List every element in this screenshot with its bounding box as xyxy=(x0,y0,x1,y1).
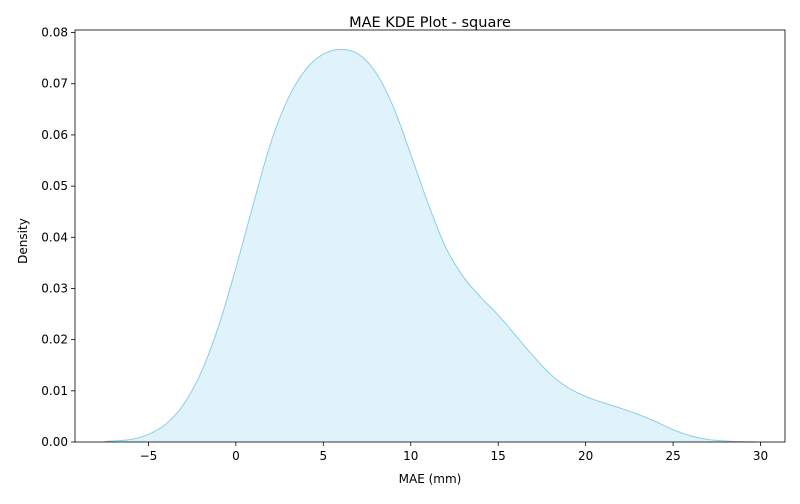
y-tick-label: 0.07 xyxy=(41,77,68,91)
x-tick-label: 10 xyxy=(403,449,418,463)
y-tick-label: 0.03 xyxy=(41,281,68,295)
x-axis-label: MAE (mm) xyxy=(399,472,462,486)
axes-frame xyxy=(74,29,786,443)
x-tick-label: −5 xyxy=(140,449,158,463)
x-axis: −5 0 5 10 15 20 25 30 xyxy=(140,442,768,463)
x-tick-label: 5 xyxy=(320,449,328,463)
chart-title: MAE KDE Plot - square xyxy=(349,15,511,31)
y-tick-label: 0.00 xyxy=(41,435,68,449)
plot-area xyxy=(74,29,786,443)
y-tick-label: 0.05 xyxy=(41,179,68,193)
kde-fill-area xyxy=(104,49,756,442)
x-tick-label: 20 xyxy=(578,449,593,463)
x-tick-label: 30 xyxy=(753,449,768,463)
x-tick-label: 15 xyxy=(491,449,506,463)
y-axis: 0.00 0.01 0.02 0.03 0.04 0.05 0.06 0.07 0.08 xyxy=(41,26,75,449)
x-tick-label: 0 xyxy=(232,449,240,463)
y-axis-label: Density xyxy=(16,218,30,264)
x-tick-label: 25 xyxy=(665,449,680,463)
y-tick-label: 0.06 xyxy=(41,128,68,142)
kde-line xyxy=(104,48,756,443)
y-tick-label: 0.04 xyxy=(41,230,68,244)
y-tick-label: 0.01 xyxy=(41,384,68,398)
y-tick-label: 0.02 xyxy=(41,333,68,347)
y-tick-label: 0.08 xyxy=(41,26,68,40)
